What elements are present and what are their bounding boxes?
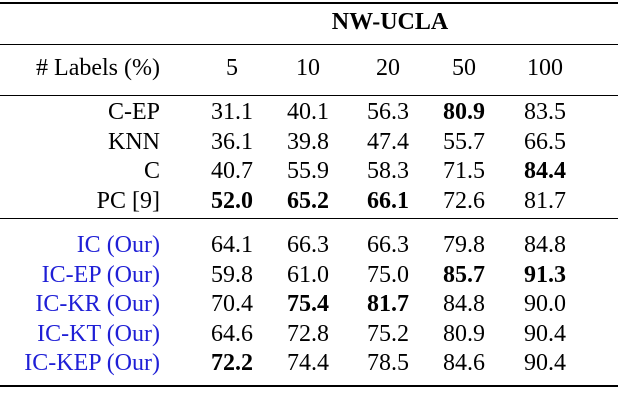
row-label: IC-KR (Our) (35, 291, 160, 317)
column-header: 10 (296, 55, 320, 81)
cell: 55.7 (443, 128, 485, 155)
row-label: KNN (108, 128, 160, 155)
cell: 80.9 (443, 320, 485, 347)
row-label: IC-KT (Our) (37, 320, 160, 347)
cell: 90.4 (524, 320, 566, 347)
group-header: NW-UCLA (331, 9, 449, 35)
cell: 66.3 (367, 232, 409, 258)
cell: 75.4 (287, 291, 329, 317)
column-header: 50 (452, 55, 476, 81)
cell: 81.7 (367, 291, 409, 317)
cell: 65.2 (287, 187, 329, 214)
cell: 74.4 (287, 350, 329, 376)
cell: 71.5 (443, 158, 485, 184)
cell: 64.1 (211, 232, 253, 258)
group-rule (0, 218, 618, 219)
cell: 40.1 (287, 99, 329, 125)
cell: 79.8 (443, 232, 485, 258)
cell: 72.2 (211, 350, 253, 376)
cell: 83.5 (524, 99, 566, 125)
header-label: # Labels (%) (36, 55, 160, 81)
cell: 75.0 (367, 261, 409, 288)
row-label: IC-KEP (Our) (24, 350, 160, 376)
cell: 70.4 (211, 291, 253, 317)
cell: 31.1 (211, 99, 253, 125)
cell: 91.3 (524, 261, 566, 288)
cell: 80.9 (443, 99, 485, 125)
cell: 66.1 (367, 187, 409, 214)
cell: 66.5 (524, 128, 566, 155)
row-label: C (143, 158, 160, 184)
bottom-rule (0, 385, 618, 387)
row-label: IC-EP (Our) (41, 261, 160, 288)
cell: 90.4 (524, 350, 566, 376)
cell: 59.8 (211, 261, 253, 288)
cell: 84.8 (443, 291, 485, 317)
cell: 85.7 (443, 261, 485, 288)
top-rule (0, 2, 618, 4)
cell: 72.8 (287, 320, 329, 347)
row-label: IC (Our) (76, 232, 160, 258)
cell: 75.2 (367, 320, 409, 347)
cell: 61.0 (287, 261, 329, 288)
cell: 84.8 (524, 232, 566, 258)
cell: 52.0 (211, 187, 253, 214)
row-label: PC [9] (96, 187, 160, 214)
cell: 39.8 (287, 128, 329, 155)
cell: 84.4 (524, 158, 566, 184)
header-bottom-rule (0, 95, 618, 96)
cell: 58.3 (367, 158, 409, 184)
cell: 72.6 (443, 187, 485, 214)
cell: 81.7 (524, 187, 566, 214)
cell: 64.6 (211, 320, 253, 347)
cell: 78.5 (367, 350, 409, 376)
cell: 84.6 (443, 350, 485, 376)
column-header: 100 (527, 55, 563, 81)
cell: 47.4 (367, 128, 409, 155)
column-header: 20 (376, 55, 400, 81)
cell: 56.3 (367, 99, 409, 125)
header-rule (0, 44, 618, 45)
row-label: C-EP (107, 99, 160, 125)
cell: 55.9 (287, 158, 329, 184)
cell: 36.1 (211, 128, 253, 155)
cell: 40.7 (211, 158, 253, 184)
cell: 66.3 (287, 232, 329, 258)
column-header: 5 (226, 55, 238, 81)
cell: 90.0 (524, 291, 566, 317)
